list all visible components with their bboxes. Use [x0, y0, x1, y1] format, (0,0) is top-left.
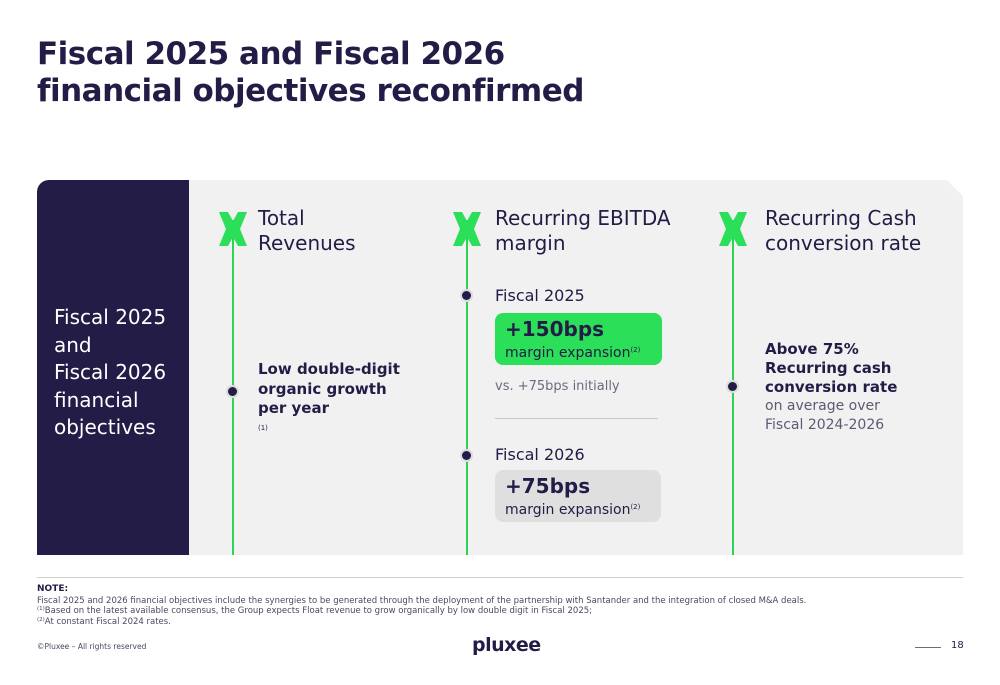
footnote-ref: (2) — [630, 503, 641, 511]
revenues-objective-line: organic growth — [258, 379, 387, 398]
fy2025-label: Fiscal 2025 — [495, 286, 585, 305]
note-2-text: At constant Fiscal 2024 rates. — [44, 617, 171, 627]
fy2025-initial-note: vs. +75bps initially — [495, 379, 620, 394]
title-line-1: Fiscal 2025 and Fiscal 2026 — [37, 36, 505, 72]
fy2026-target-value: +75bps — [505, 474, 591, 498]
cash-objective-line: Fiscal 2024-2026 — [765, 417, 885, 433]
ebitda-heading-line: margin — [495, 230, 566, 255]
note-1-text: Based on the latest available consensus,… — [44, 606, 592, 616]
cash-heading: Recurring Cash conversion rate — [765, 206, 921, 255]
ebitda-heading: Recurring EBITDA margin — [495, 206, 671, 255]
divider — [495, 418, 658, 419]
x-cross-icon — [219, 212, 247, 246]
page-number: 18 — [951, 640, 964, 651]
fy2026-target-pill: +75bps margin expansion(2) — [495, 470, 661, 522]
revenues-objective: Low double-digit organic growth per year… — [258, 360, 428, 440]
copyright: ©Pluxee – All rights reserved — [37, 642, 147, 651]
revenues-heading-line: Revenues — [258, 230, 356, 255]
footnote-marker: (1) — [37, 606, 45, 612]
cash-heading-line: conversion rate — [765, 230, 922, 255]
footnote-ref: (2) — [630, 346, 641, 354]
cash-heading-line: Recurring Cash — [765, 206, 917, 230]
fy2025-target-desc: margin expansion(2) — [505, 341, 652, 362]
page-number-rule — [915, 647, 941, 648]
fy2026-target-desc: margin expansion(2) — [505, 498, 651, 519]
footnote-marker: (2) — [37, 617, 45, 623]
x-cross-icon — [719, 212, 747, 246]
x-cross-icon — [453, 212, 481, 246]
cash-objective-line: Above 75% — [765, 340, 859, 358]
page-title: Fiscal 2025 and Fiscal 2026 financial ob… — [37, 36, 737, 110]
objectives-label-line: and — [54, 332, 92, 357]
objectives-label-line: objectives — [54, 415, 156, 439]
note-1: (1)Based on the latest available consens… — [37, 606, 592, 616]
objectives-label-line: Fiscal 2025 — [54, 305, 167, 329]
objectives-label-box: Fiscal 2025 and Fiscal 2026 financial ob… — [37, 180, 189, 555]
cash-objective-line: conversion rate — [765, 378, 898, 396]
cash-objective-line: Recurring cash — [765, 359, 892, 377]
revenues-heading-line: Total — [258, 206, 305, 230]
fy2026-label: Fiscal 2026 — [495, 445, 585, 464]
title-line-2: financial objectives reconfirmed — [37, 73, 584, 109]
note-title: NOTE: — [37, 584, 69, 594]
revenues-objective-line: Low double-digit — [258, 360, 400, 378]
timeline-dot — [728, 382, 737, 391]
ebitda-timeline — [466, 220, 468, 555]
fy2025-target-pill: +150bps margin expansion(2) — [495, 313, 662, 365]
cash-objective-line: on average over — [765, 398, 880, 414]
fy2025-target-value: +150bps — [505, 317, 605, 341]
revenues-heading: Total Revenues — [258, 206, 356, 255]
objectives-label: Fiscal 2025 and Fiscal 2026 financial ob… — [54, 304, 184, 442]
objectives-panel: Fiscal 2025 and Fiscal 2026 financial ob… — [37, 180, 963, 555]
fy2025-target-desc-text: margin expansion — [505, 345, 631, 361]
revenues-objective-text: per year — [258, 399, 330, 417]
timeline-dot — [462, 291, 471, 300]
footnote-ref: (1) — [258, 423, 268, 432]
pluxee-logo: pluxee — [472, 634, 541, 656]
note-main: Fiscal 2025 and 2026 financial objective… — [37, 596, 807, 606]
footer-divider — [37, 577, 963, 578]
cash-objective: Above 75% Recurring cash conversion rate… — [765, 340, 945, 435]
objectives-label-line: Fiscal 2026 — [54, 360, 167, 384]
revenues-objective-line: per year (1) — [258, 399, 428, 440]
note-2: (2)At constant Fiscal 2024 rates. — [37, 617, 171, 627]
timeline-dot — [462, 451, 471, 460]
objectives-label-line: financial — [54, 387, 139, 412]
ebitda-heading-line: Recurring EBITDA — [495, 206, 671, 230]
timeline-dot — [228, 387, 237, 396]
fy2026-target-desc-text: margin expansion — [505, 502, 631, 518]
